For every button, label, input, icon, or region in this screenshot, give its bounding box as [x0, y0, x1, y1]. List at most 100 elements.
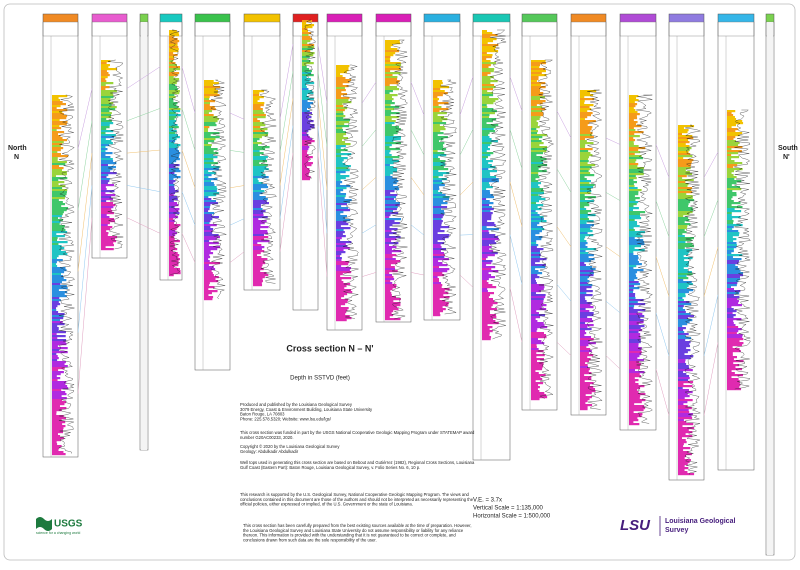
disclaimer-line: This cross section has been carefully pr…	[243, 523, 472, 528]
lithology-cell	[531, 226, 543, 229]
lithology-cell	[629, 339, 641, 342]
lithology-cell	[678, 239, 692, 242]
lithology-cell	[629, 211, 646, 214]
lithology-cell	[204, 266, 214, 269]
well-logs	[42, 13, 775, 556]
lithology-cell	[629, 189, 642, 192]
lithology-cell	[629, 179, 634, 182]
lithology-cell	[580, 240, 587, 243]
lithology-cell	[629, 147, 646, 150]
lithology-cell	[482, 150, 487, 153]
lithology-cell	[580, 92, 591, 95]
lithology-cell	[204, 254, 210, 257]
lithology-cell	[727, 368, 743, 371]
lithology-cell	[678, 393, 688, 396]
lithology-cell	[385, 146, 390, 149]
lithology-cell	[629, 335, 641, 338]
lithology-cell	[580, 150, 589, 153]
lithology-cell	[629, 409, 644, 412]
lithology-cell	[629, 153, 635, 156]
lithology-cell	[727, 282, 738, 285]
correlation-line	[410, 129, 425, 156]
lithology-cell	[629, 245, 641, 248]
lithology-cell	[169, 80, 178, 83]
lithology-cell	[531, 102, 543, 105]
lithology-cell	[253, 238, 265, 241]
lithology-cell	[727, 168, 743, 171]
lithology-cell	[253, 240, 270, 243]
lithology-cell	[531, 230, 542, 233]
lithology-cell	[101, 242, 114, 245]
lithology-cell	[482, 198, 487, 201]
well-header-box	[570, 21, 607, 37]
lithology-cell	[169, 200, 174, 203]
credit-line: Well tops used in generating this cross …	[240, 460, 475, 465]
lithology-cell	[482, 148, 490, 151]
lithology-cell	[531, 294, 546, 297]
lithology-cell	[629, 405, 645, 408]
credit-line: Phone: 225.578.5320; Website: www.lsu.ed…	[240, 417, 332, 422]
lithology-cell	[531, 222, 540, 225]
lithology-cell	[629, 181, 637, 184]
lithology-cell	[385, 60, 391, 63]
lithology-cell	[385, 294, 392, 297]
well-header	[620, 14, 656, 22]
credit-line: official policies, either expressed or i…	[240, 502, 413, 507]
lithology-cell	[727, 248, 734, 251]
lithology-cell	[678, 295, 686, 298]
lithology-cell	[385, 278, 395, 281]
lithology-cell	[101, 92, 113, 95]
lithology-cell	[433, 192, 443, 195]
lithology-cell	[727, 136, 736, 139]
lithology-cell	[531, 122, 539, 125]
lithology-cell	[678, 171, 690, 174]
lithology-cell	[727, 212, 732, 215]
lithology-cell	[385, 314, 394, 317]
lithology-cell	[678, 335, 686, 338]
lithology-cell	[169, 104, 177, 107]
lithology-cell	[580, 318, 592, 321]
lithology-cell	[169, 74, 178, 77]
lithology-cell	[52, 251, 66, 254]
lithology-cell	[629, 375, 642, 378]
lithology-cell	[52, 287, 68, 290]
lithology-cell	[204, 226, 211, 229]
lithology-cell	[629, 345, 639, 348]
lithology-cell	[531, 138, 539, 141]
credit-line: Copyright © 2020 by the Louisiana Geolog…	[240, 444, 340, 449]
lithology-cell	[678, 141, 690, 144]
lithology-cell	[580, 288, 587, 291]
lithology-cell	[580, 236, 586, 239]
lithology-cell	[169, 222, 175, 225]
lithology-cell	[580, 148, 593, 151]
lithology-cell	[629, 355, 640, 358]
lithology-cell	[727, 188, 742, 191]
lithology-cell	[385, 152, 390, 155]
lithology-cell	[531, 398, 540, 401]
lithology-cell	[52, 109, 68, 112]
lithology-cell	[580, 138, 586, 141]
lithology-cell	[482, 100, 496, 103]
lithology-cell	[169, 100, 174, 103]
lithology-cell	[385, 208, 397, 211]
lithology-cell	[678, 187, 693, 190]
lithology-cell	[385, 122, 395, 125]
lithology-cell	[580, 300, 587, 303]
lithology-cell	[531, 390, 540, 393]
lithology-cell	[385, 126, 400, 129]
lithology-cell	[169, 220, 175, 223]
lithology-cell	[433, 122, 447, 125]
lithology-cell	[336, 247, 350, 250]
well-column	[521, 13, 558, 411]
lithology-cell	[336, 239, 341, 242]
usgs-mark	[36, 517, 52, 531]
lithology-cell	[302, 130, 309, 133]
lithology-cell	[678, 243, 693, 246]
lithology-cell	[433, 312, 440, 315]
lithology-cell	[101, 60, 111, 63]
lithology-cell	[678, 435, 693, 438]
lithology-cell	[433, 100, 438, 103]
lithology-cell	[336, 307, 349, 310]
lithology-cell	[385, 224, 393, 227]
lithology-cell	[169, 274, 174, 277]
